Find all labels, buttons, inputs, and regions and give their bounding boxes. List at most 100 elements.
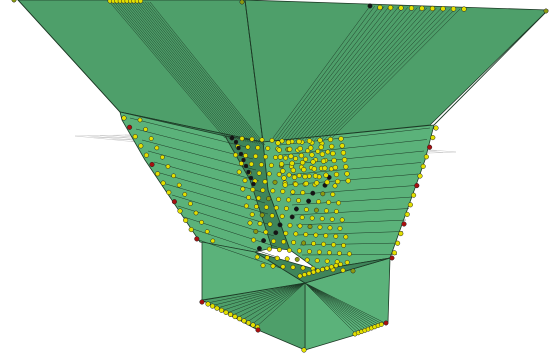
mesh-node (296, 138, 302, 145)
mesh-node (245, 320, 252, 326)
mesh-node (325, 149, 331, 155)
mesh-node (155, 171, 161, 177)
mesh-node (299, 215, 305, 220)
mesh-node (395, 240, 401, 246)
mesh-node (256, 246, 262, 251)
mesh-node (255, 145, 261, 151)
mesh-node (229, 135, 235, 141)
band-line-right (293, 208, 410, 216)
mesh-node (233, 139, 239, 145)
lower-fan-line (304, 282, 358, 333)
mesh-node (132, 134, 138, 140)
mesh-node (311, 166, 317, 172)
mesh-node (274, 255, 280, 261)
lower-fan-line (304, 282, 356, 334)
funnel-fan-line (117, 0, 235, 140)
mesh-node (296, 173, 302, 179)
mesh-node (290, 167, 296, 173)
mesh-node (263, 229, 269, 235)
mesh-node (268, 162, 274, 168)
mesh-node (332, 183, 338, 189)
mesh-node (297, 273, 303, 279)
mesh-node (329, 216, 335, 222)
mesh-node (320, 267, 325, 272)
mesh-node (450, 6, 457, 12)
lower-fan-line (254, 282, 306, 329)
lower-fan-line (304, 282, 383, 325)
mesh-node (307, 224, 313, 230)
mesh-node (319, 151, 326, 157)
funnel-fan-line (279, 6, 385, 142)
mesh-node (259, 137, 265, 143)
funnel-fan-line (110, 0, 228, 139)
band-line-right (291, 196, 413, 206)
mesh-node (301, 347, 307, 353)
mesh-node (236, 145, 241, 151)
mesh-node (263, 154, 269, 160)
funnel-fan-line (329, 8, 461, 141)
mesh-node (269, 213, 275, 219)
funnel-fan-line (317, 8, 442, 141)
funnel-fan-line (304, 7, 423, 142)
mesh-node (183, 217, 189, 223)
mesh-node (293, 231, 299, 237)
mesh-node (327, 225, 333, 231)
mesh-node (323, 233, 329, 239)
mesh-node (303, 207, 309, 213)
mesh-node (160, 180, 166, 186)
mesh-node (343, 164, 349, 170)
mesh-node (121, 115, 127, 121)
mesh-node (297, 145, 303, 152)
mesh-node (276, 171, 282, 177)
mesh-node (232, 314, 238, 320)
mesh-node (306, 270, 312, 276)
mesh-node (306, 198, 312, 204)
mesh-node (296, 198, 302, 203)
mesh-node (247, 220, 253, 226)
mesh-node (300, 265, 306, 271)
mesh-node (236, 316, 243, 322)
mesh-node (309, 215, 315, 221)
lower-fan-line (304, 282, 361, 332)
mesh-node (281, 239, 287, 245)
mesh-node (430, 135, 436, 141)
mesh-node (301, 240, 307, 246)
mesh-node (193, 210, 199, 216)
mesh-node (419, 5, 425, 11)
mesh-node (301, 166, 307, 173)
funnel-fan-line (272, 6, 375, 143)
mesh-node (253, 153, 259, 159)
mesh-node (251, 181, 256, 187)
mesh-node (423, 154, 429, 160)
mesh-node (267, 221, 273, 227)
mesh-node (287, 146, 293, 152)
band-line-right (283, 150, 425, 166)
mesh-node (309, 152, 315, 158)
mesh-node (286, 172, 292, 178)
mesh-node (277, 154, 284, 160)
mesh-node (127, 124, 133, 130)
mesh-node (266, 246, 272, 252)
mesh-node (250, 322, 256, 328)
mesh-node (253, 204, 259, 210)
mesh-node (272, 179, 278, 185)
mesh-node (311, 269, 316, 275)
mesh-node (326, 199, 332, 205)
mesh-node (294, 256, 300, 262)
mesh-node (210, 238, 216, 244)
mesh-node (279, 138, 285, 144)
mesh-node (298, 152, 305, 159)
mesh-node (326, 250, 332, 256)
mesh-node (280, 188, 286, 194)
mesh-node (377, 4, 383, 11)
mesh-node (264, 255, 270, 261)
mesh-node (289, 160, 295, 166)
lower-fan-line (241, 282, 306, 321)
mesh-node (346, 251, 352, 257)
mesh-node (312, 173, 319, 179)
band-line-left (165, 183, 269, 215)
mesh-node (260, 263, 266, 268)
mesh-node (276, 147, 282, 153)
funnel-fan-line (125, 0, 242, 142)
lower-fan-line (232, 282, 306, 316)
